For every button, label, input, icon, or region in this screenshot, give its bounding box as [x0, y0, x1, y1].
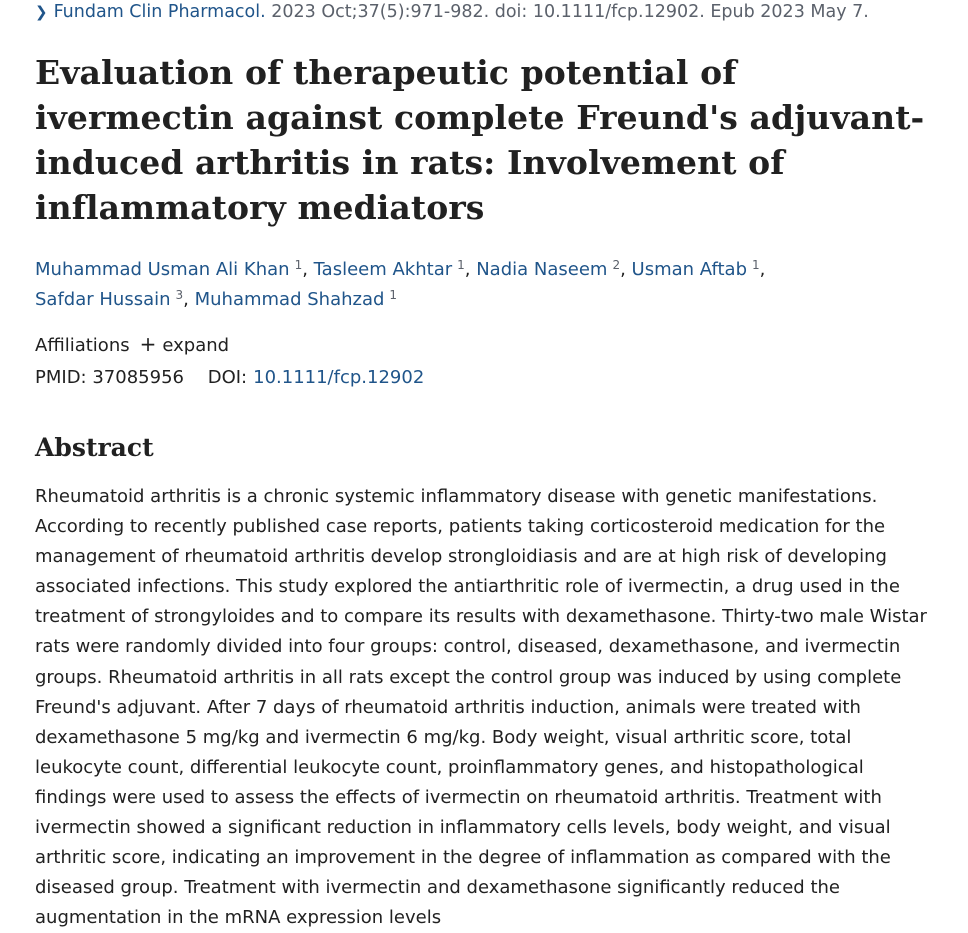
affiliation-marker[interactable]: 3	[175, 287, 184, 302]
abstract-heading: Abstract	[35, 433, 154, 462]
author-link[interactable]: Nadia Naseem	[476, 259, 608, 280]
pmid-label: PMID:	[35, 367, 87, 388]
expand-label: expand	[162, 335, 230, 356]
article-title: Evaluation of therapeutic potential of i…	[35, 53, 925, 227]
affiliation-marker[interactable]: 1	[294, 258, 303, 272]
affiliations-label: Affiliations	[35, 335, 130, 356]
affiliations-row: Affiliations + expand	[35, 331, 229, 359]
citation-details: 2023 Oct;37(5):971-982. doi: 10.1111/fcp…	[265, 2, 869, 22]
journal-link[interactable]: Fundam Clin Pharmacol.	[53, 2, 266, 22]
author-link[interactable]: Muhammad Usman Ali Khan	[35, 259, 290, 280]
affiliation-marker[interactable]: 1	[752, 258, 760, 272]
author-link[interactable]: Usman Aftab	[631, 259, 747, 280]
author-link[interactable]: Safdar Hussain	[35, 288, 171, 310]
citation-line: ❯ Fundam Clin Pharmacol. 2023 Oct;37(5):9…	[35, 1, 869, 23]
author-link[interactable]: Muhammad Shahzad	[194, 288, 385, 310]
authors-list: Muhammad Usman Ali Khan 1, Tasleem Akhtar…	[35, 258, 766, 310]
chevron-right-icon[interactable]: ❯	[35, 3, 48, 21]
abstract-text: Rheumatoid arthritis is a chronic system…	[35, 486, 927, 929]
identifiers-row: PMID: 37085956 DOI: 10.1111/fcp.12902	[35, 365, 424, 391]
expand-affiliations-button[interactable]: + expand	[139, 332, 230, 356]
abstract-body: Rheumatoid arthritis is a chronic system…	[35, 482, 940, 933]
affiliation-marker[interactable]: 1	[457, 258, 465, 272]
doi-label: DOI:	[207, 367, 248, 388]
affiliation-marker[interactable]: 2	[612, 258, 621, 272]
doi-link[interactable]: 10.1111/fcp.12902	[253, 367, 425, 388]
author-link[interactable]: Tasleem Akhtar	[313, 259, 453, 280]
plus-icon: +	[139, 332, 157, 356]
affiliation-marker[interactable]: 1	[389, 287, 398, 302]
pmid-value: 37085956	[92, 367, 184, 388]
